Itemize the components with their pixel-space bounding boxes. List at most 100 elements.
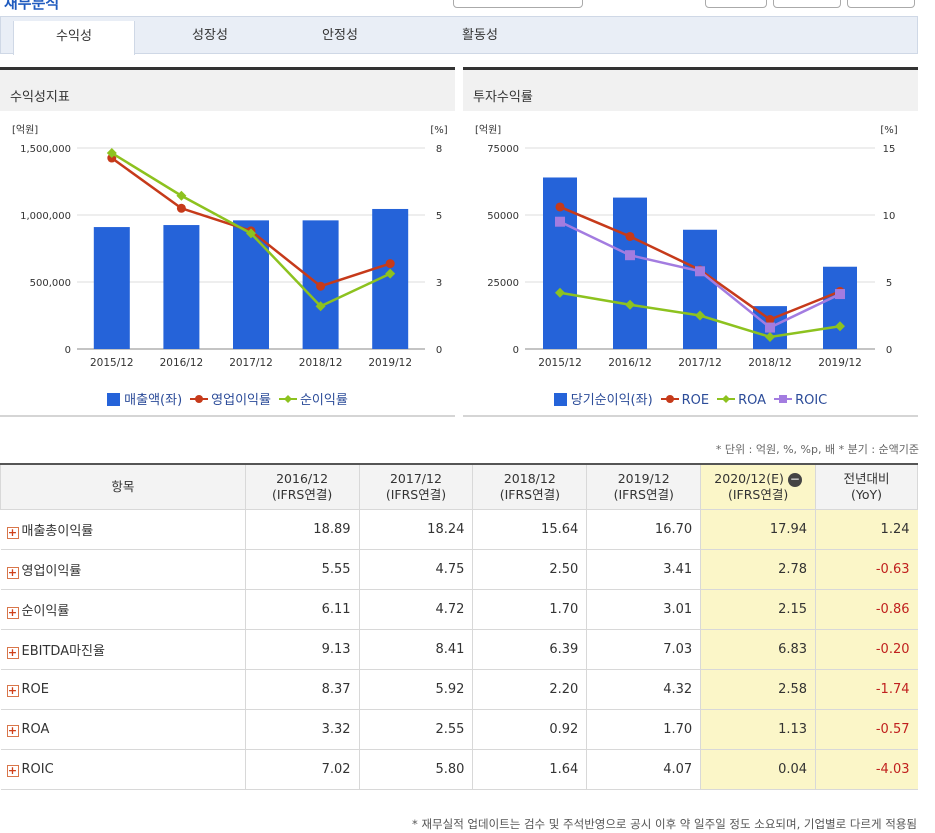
column-header: 2017/12 (IFRS연결) (358, 463, 474, 510)
top-strip: 재무분석 (0, 0, 935, 14)
table-cell: 5.92 (358, 669, 473, 710)
legend-label: ROA (738, 393, 767, 408)
table-row: + 매출총이익률 18.89 18.24 15.64 16.70 17.94 1.24 (0, 509, 918, 550)
table-cell: -0.20 (815, 629, 918, 670)
row-label[interactable]: + ROA (0, 709, 246, 750)
y-right-tick-label: 8 (436, 144, 442, 155)
table-row: + 순이익률 6.11 4.72 1.70 3.01 2.15 -0.86 (0, 589, 918, 630)
data-point (835, 321, 845, 332)
row-label[interactable]: + ROIC (0, 749, 246, 790)
data-point (555, 202, 565, 212)
data-point (555, 216, 565, 227)
legend-label: 매출액(좌) (124, 393, 183, 408)
profitability-chart: 0 0 500,000 3 1,000,000 5 1,500,000 8 [억원] [%] 201… (12, 124, 448, 369)
legend-item[interactable]: 당기순이익(좌) (553, 389, 653, 408)
data-point (316, 281, 326, 291)
table-cell: 4.07 (586, 749, 701, 790)
y-left-tick-label: 1,500,000 (20, 144, 71, 155)
row-label[interactable]: + 매출총이익률 (0, 509, 246, 550)
expand-plus-icon[interactable]: + (6, 723, 19, 737)
expand-plus-icon[interactable]: + (6, 645, 19, 659)
legend-item[interactable]: 순이익률 (278, 389, 348, 408)
row-label-text: ROE (21, 681, 49, 697)
table-cell: -0.57 (815, 709, 918, 750)
table-cell: 2.15 (700, 589, 816, 630)
expand-plus-icon[interactable]: + (6, 683, 19, 697)
toolbar-button[interactable] (705, 0, 767, 8)
data-point (765, 315, 775, 325)
column-header: 2018/12 (IFRS연결) (472, 463, 588, 510)
table-header-row: 항목 2016/12 (IFRS연결) 2017/12 (IFRS연결) 2018/12(… (0, 463, 918, 510)
table-cell: 5.55 (244, 549, 360, 590)
y-left-tick-label: 500,000 (30, 278, 71, 289)
table-cell: 3.41 (586, 549, 701, 590)
row-label[interactable]: + ROE (0, 669, 246, 710)
chart-legend: 당기순이익(좌) ROE ROA ROIC (463, 389, 918, 408)
table-cell: 7.03 (586, 629, 701, 670)
tab-profitability[interactable]: 수익성 (13, 21, 135, 55)
data-point (835, 289, 845, 300)
table-cell: -4.03 (815, 749, 918, 790)
row-label-text: ROIC (21, 761, 54, 777)
table-cell: 1.70 (586, 709, 701, 750)
x-tick-label: 2017/12 (678, 357, 722, 369)
legend-item[interactable]: ROA (717, 393, 766, 408)
chart-title: 투자수익률 (473, 90, 533, 105)
table-cell: 7.02 (244, 749, 360, 790)
table-cell: 5.80 (358, 749, 473, 790)
x-tick-label: 2017/12 (229, 357, 273, 369)
legend-item[interactable]: 영업이익률 (190, 389, 271, 408)
collapse-estimate-icon[interactable]: − (787, 471, 802, 487)
row-label-text: EBITDA마진율 (21, 643, 105, 659)
chart-legend: 매출액(좌) 영업이익률 순이익률 (0, 389, 455, 408)
column-header: 2020/12(E) − (IFRS연결) (700, 463, 817, 510)
table-cell: 6.83 (700, 629, 816, 670)
row-label-text: 영업이익률 (21, 563, 82, 579)
tab-stability[interactable]: 안정성 (322, 28, 358, 43)
table-cell: 17.94 (700, 509, 816, 550)
expand-plus-icon[interactable]: + (6, 525, 19, 539)
tab-bar: 수익성 성장성 안정성 활동성 (0, 16, 918, 55)
tab-growth[interactable]: 성장성 (192, 28, 228, 43)
x-tick-label: 2019/12 (368, 357, 412, 369)
legend-marker (660, 393, 682, 408)
table-cell: 1.64 (472, 749, 587, 790)
table-cell: 16.70 (586, 509, 701, 550)
y-right-tick-label: 5 (886, 278, 892, 289)
row-label[interactable]: + EBITDA마진율 (0, 629, 246, 670)
toolbar-button[interactable] (847, 0, 915, 8)
unit-note: * 단위 : 억원, %, %p, 배 * 분기 : 순액기준 (715, 443, 919, 456)
column-header-item: 항목 (0, 463, 246, 510)
row-label-text: 매출총이익률 (21, 523, 94, 539)
tab-activity[interactable]: 활동성 (462, 28, 498, 43)
x-tick-label: 2018/12 (299, 357, 343, 369)
toolbar-button[interactable] (773, 0, 841, 8)
data-point (176, 190, 187, 201)
row-label-text: 순이익률 (21, 603, 70, 619)
y-right-tick-label: 5 (436, 211, 442, 222)
row-label[interactable]: + 순이익률 (0, 589, 246, 630)
bar (93, 227, 130, 349)
data-point (695, 266, 705, 277)
y-left-tick-label: 0 (65, 345, 71, 356)
data-point (106, 148, 117, 159)
expand-plus-icon[interactable]: + (6, 565, 19, 579)
x-tick-label: 2016/12 (608, 357, 652, 369)
legend-label: ROE (681, 393, 710, 408)
period-select[interactable] (453, 0, 583, 8)
legend-item[interactable]: 매출액(좌) (107, 389, 182, 408)
row-label-text: ROA (21, 721, 50, 737)
bar (823, 266, 857, 349)
bar (683, 229, 717, 349)
legend-item[interactable]: ROIC (774, 393, 827, 408)
y-left-tick-label: 50000 (487, 211, 519, 222)
footnote: * 재무실적 업데이트는 검수 및 주석반영으로 공시 이후 약 일주일 정도 … (412, 817, 917, 831)
expand-plus-icon[interactable]: + (6, 605, 19, 619)
table-cell: -1.74 (815, 669, 918, 710)
chart-title: 수익성지표 (10, 90, 70, 105)
data-point (246, 228, 256, 239)
legend-item[interactable]: ROE (660, 393, 710, 408)
section-title: 재무분석 (4, 0, 60, 12)
expand-plus-icon[interactable]: + (6, 763, 19, 777)
row-label[interactable]: + 영업이익률 (0, 549, 246, 590)
